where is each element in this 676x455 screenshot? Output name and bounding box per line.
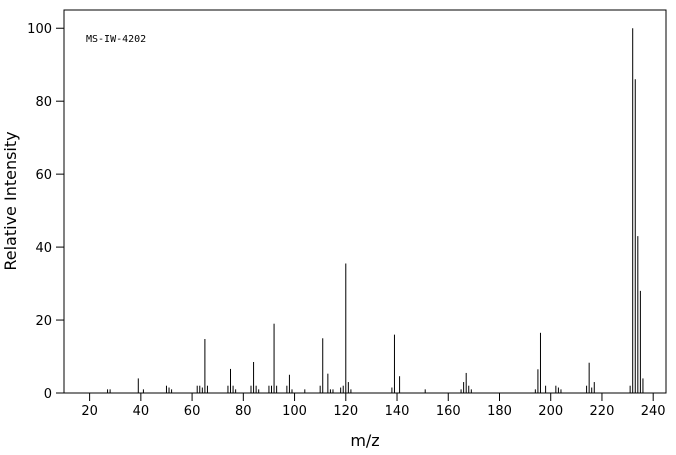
x-tick-label: 60: [184, 404, 201, 419]
x-tick-label: 180: [487, 404, 512, 419]
y-axis-label: Relative Intensity: [1, 131, 20, 270]
x-tick-label: 120: [333, 404, 358, 419]
annotation: MS-IW-4202: [86, 34, 146, 45]
y-tick-label: 40: [35, 241, 52, 256]
x-axis-label: m/z: [350, 431, 379, 450]
x-tick-label: 160: [436, 404, 461, 419]
y-tick-label: 0: [44, 387, 52, 402]
x-tick-label: 140: [385, 404, 410, 419]
y-tick-label: 100: [27, 22, 52, 37]
x-tick-label: 220: [590, 404, 615, 419]
x-tick-label: 40: [133, 404, 150, 419]
x-tick-label: 240: [641, 404, 666, 419]
y-tick-label: 60: [35, 168, 52, 183]
y-tick-label: 80: [35, 95, 52, 110]
x-tick-label: 200: [538, 404, 563, 419]
x-tick-label: 100: [282, 404, 307, 419]
x-tick-label: 80: [235, 404, 252, 419]
y-tick-label: 20: [35, 314, 52, 329]
plot-frame: [63, 9, 667, 394]
x-tick-label: 20: [81, 404, 98, 419]
